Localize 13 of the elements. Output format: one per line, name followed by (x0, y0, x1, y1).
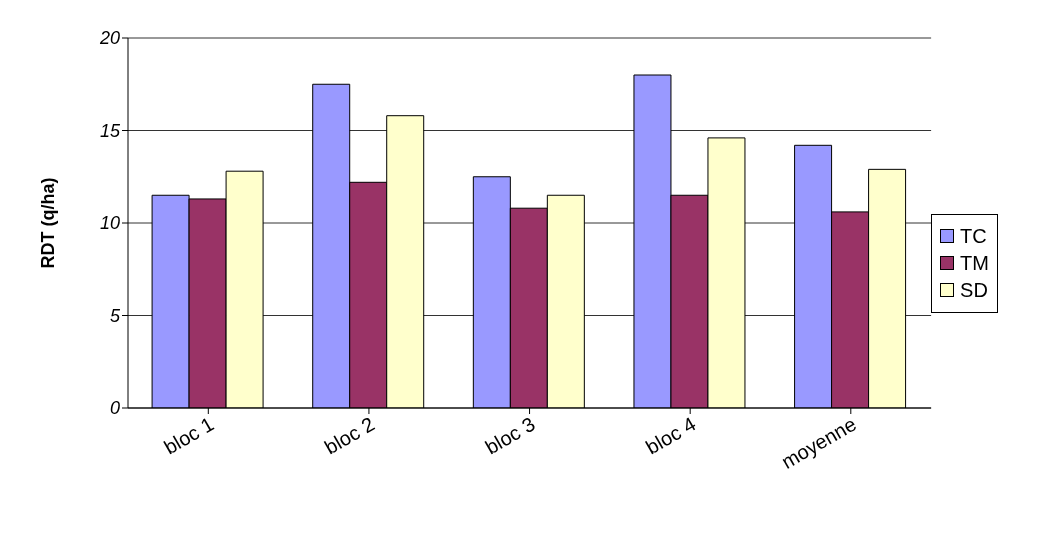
legend-label: SD (960, 278, 988, 302)
y-tick-label: 0 (109, 398, 120, 419)
legend-label: TM (960, 251, 989, 275)
y-tick-label: 5 (109, 305, 121, 326)
y-tick-label: 15 (99, 120, 121, 141)
y-tick-label: 10 (99, 213, 120, 234)
x-tick-label: bloc 2 (320, 412, 379, 459)
legend-label: TC (960, 224, 987, 248)
x-tick-label: bloc 3 (481, 412, 539, 459)
y-axis-title: RDT (q/ha) (38, 177, 59, 269)
y-tick-label: 20 (98, 28, 120, 49)
x-tick-label: bloc 4 (642, 412, 700, 459)
x-tick-label: bloc 1 (160, 412, 218, 459)
